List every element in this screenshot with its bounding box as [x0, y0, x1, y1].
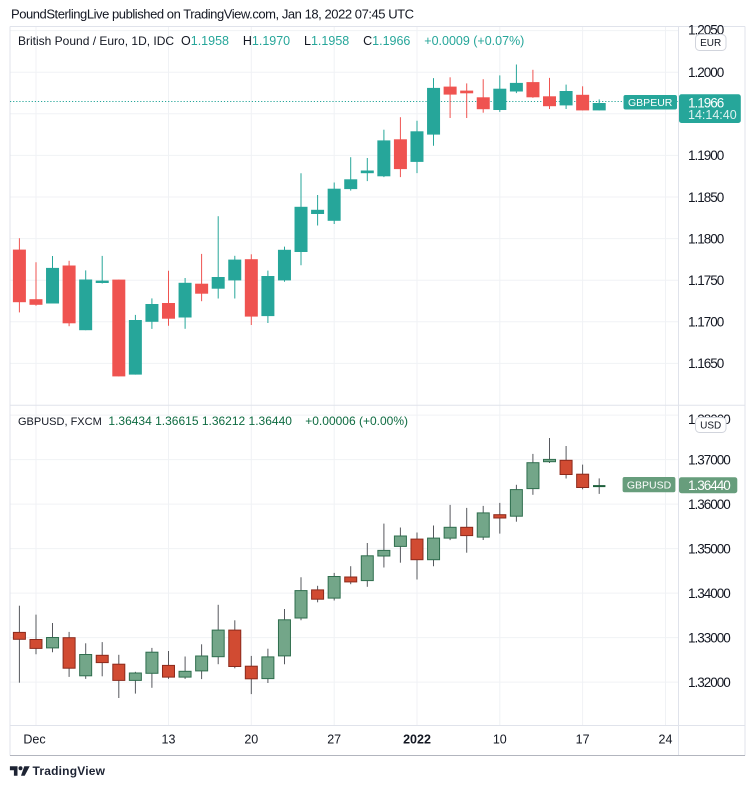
svg-text:1.2050: 1.2050 — [688, 22, 724, 37]
svg-text:GBPEUR: GBPEUR — [628, 97, 673, 109]
svg-text:British Pound / Euro, 1D, IDC: British Pound / Euro, 1D, IDC O1.1958 H1… — [18, 34, 524, 48]
svg-text:2022: 2022 — [403, 733, 431, 747]
svg-text:1.1966: 1.1966 — [688, 96, 724, 111]
svg-text:20: 20 — [244, 733, 258, 747]
svg-text:1.1750: 1.1750 — [688, 273, 724, 288]
svg-text:1.36440: 1.36440 — [688, 478, 730, 493]
svg-text:1.2000: 1.2000 — [688, 65, 724, 80]
svg-text:1.35000: 1.35000 — [688, 541, 730, 556]
svg-text:TradingView: TradingView — [33, 764, 106, 778]
svg-text:PoundSterlingLive published on: PoundSterlingLive published on TradingVi… — [11, 6, 414, 21]
svg-text:1.33000: 1.33000 — [688, 630, 730, 645]
svg-text:1.32000: 1.32000 — [688, 675, 730, 690]
svg-text:1.1850: 1.1850 — [688, 190, 724, 205]
svg-text:27: 27 — [327, 733, 341, 747]
svg-text:1.1900: 1.1900 — [688, 148, 724, 163]
svg-text:GBPUSD, FXCM 1.36434 1.36615: GBPUSD, FXCM 1.36434 1.36615 1.36212 1.3… — [18, 414, 408, 428]
svg-text:10: 10 — [493, 733, 507, 747]
svg-text:Dec: Dec — [23, 733, 45, 747]
svg-text:GBPUSD: GBPUSD — [627, 479, 672, 491]
svg-text:14:14:40: 14:14:40 — [688, 108, 737, 122]
svg-text:13: 13 — [162, 733, 176, 747]
svg-text:USD: USD — [700, 421, 721, 432]
svg-text:1.36000: 1.36000 — [688, 497, 730, 512]
svg-text:1.1800: 1.1800 — [688, 231, 724, 246]
svg-text:1.1700: 1.1700 — [688, 315, 724, 330]
svg-text:EUR: EUR — [700, 38, 721, 49]
svg-text:1.37000: 1.37000 — [688, 452, 730, 467]
svg-text:1.1650: 1.1650 — [688, 356, 724, 371]
svg-text:24: 24 — [659, 733, 673, 747]
svg-text:17: 17 — [576, 733, 590, 747]
svg-text:1.34000: 1.34000 — [688, 586, 730, 601]
